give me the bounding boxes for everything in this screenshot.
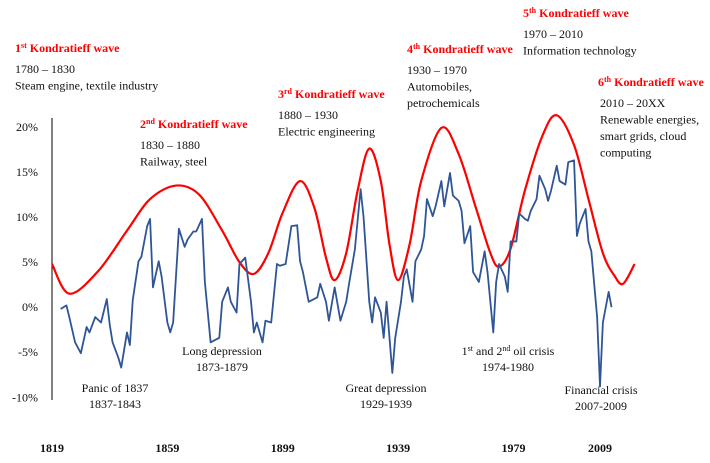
wave-title: 5th Kondratieff wave <box>523 6 629 21</box>
crisis-text-part: nd <box>502 344 510 353</box>
wave-text: 1880 – 1930 <box>278 108 338 122</box>
wave-title-part: 3 <box>278 87 284 101</box>
x-tick-label: 1939 <box>386 441 410 455</box>
y-tick-label: 10% <box>16 210 38 224</box>
crisis-text: Panic of 1837 <box>82 381 149 395</box>
x-tick-label: 1859 <box>155 441 179 455</box>
wave-text: Steam engine, textile industry <box>15 79 158 93</box>
crisis-text: 1837-1843 <box>89 397 141 411</box>
wave-title-part: Kondratieff wave <box>292 87 385 101</box>
wave-title: 4th Kondratieff wave <box>407 42 513 57</box>
wave-title-part: 4 <box>407 42 413 56</box>
crisis-text-part: st <box>468 344 474 353</box>
wave-text: 2010 – 20XX <box>600 96 666 110</box>
wave-title-part: Kondratieff wave <box>155 117 248 131</box>
crisis-text: 1974-1980 <box>482 360 534 374</box>
x-tick-label: 1979 <box>501 441 525 455</box>
wave-title: 2nd Kondratieff wave <box>140 117 248 132</box>
crisis-text-part: and 2 <box>473 344 502 358</box>
wave-text: smart grids, cloud <box>600 129 686 143</box>
wave-title-part: 6 <box>598 75 604 89</box>
wave-text: 1970 – 2010 <box>523 27 583 41</box>
crisis-text: 1929-1939 <box>360 397 412 411</box>
wave-title: 3rd Kondratieff wave <box>278 87 385 102</box>
wave-title-part: 5 <box>523 6 529 20</box>
wave-title: 6th Kondratieff wave <box>598 75 704 90</box>
y-tick-label: -5% <box>18 345 38 359</box>
wave-title-part: rd <box>284 87 293 96</box>
crisis-text: 1873-1879 <box>196 360 248 374</box>
crisis-text: Financial crisis <box>565 383 638 397</box>
wave-text: Information technology <box>523 44 637 58</box>
x-tick-label: 1819 <box>40 441 64 455</box>
wave-title-part: Kondratieff wave <box>536 6 629 20</box>
wave-text: 1780 – 1830 <box>15 62 75 76</box>
crisis-text-part: oil crisis <box>510 344 554 358</box>
wave-title-part: Kondratieff wave <box>27 41 120 55</box>
wave-title-part: nd <box>146 117 155 126</box>
wave-title-part: Kondratieff wave <box>420 42 513 56</box>
growth-line <box>60 159 613 388</box>
wave-text: Railway, steel <box>140 155 208 169</box>
wave-title-part: 1 <box>15 41 21 55</box>
wave-line <box>51 114 636 295</box>
crisis-text: Great depression <box>346 381 427 395</box>
wave-text: petrochemicals <box>407 96 480 110</box>
y-tick-label: 15% <box>16 165 38 179</box>
y-tick-label: 5% <box>22 255 38 269</box>
wave-title-part: th <box>529 6 537 15</box>
x-tick-label: 1899 <box>271 441 295 455</box>
crisis-text-part: 1 <box>462 344 468 358</box>
wave-title: 1st Kondratieff wave <box>15 41 120 56</box>
wave-title-part: 2 <box>140 117 146 131</box>
crisis-text: Long depression <box>182 344 262 358</box>
crisis-text: 1st and 2nd oil crisis <box>462 344 555 359</box>
wave-text: 1830 – 1880 <box>140 138 200 152</box>
wave-text: Renewable energies, <box>600 113 699 127</box>
wave-text: Electric engineering <box>278 125 375 139</box>
y-tick-label: 20% <box>16 120 38 134</box>
wave-title-part: st <box>21 41 27 50</box>
wave-title-part: th <box>604 75 612 84</box>
y-tick-label: -10% <box>12 390 38 404</box>
wave-text: 1930 – 1970 <box>407 63 467 77</box>
crisis-text: 2007-2009 <box>575 399 627 413</box>
wave-text: computing <box>600 146 651 160</box>
wave-title-part: Kondratieff wave <box>611 75 704 89</box>
x-tick-label: 2009 <box>588 441 612 455</box>
wave-text: Automobiles, <box>407 80 472 94</box>
wave-title-part: th <box>413 42 421 51</box>
y-tick-label: 0% <box>22 300 38 314</box>
